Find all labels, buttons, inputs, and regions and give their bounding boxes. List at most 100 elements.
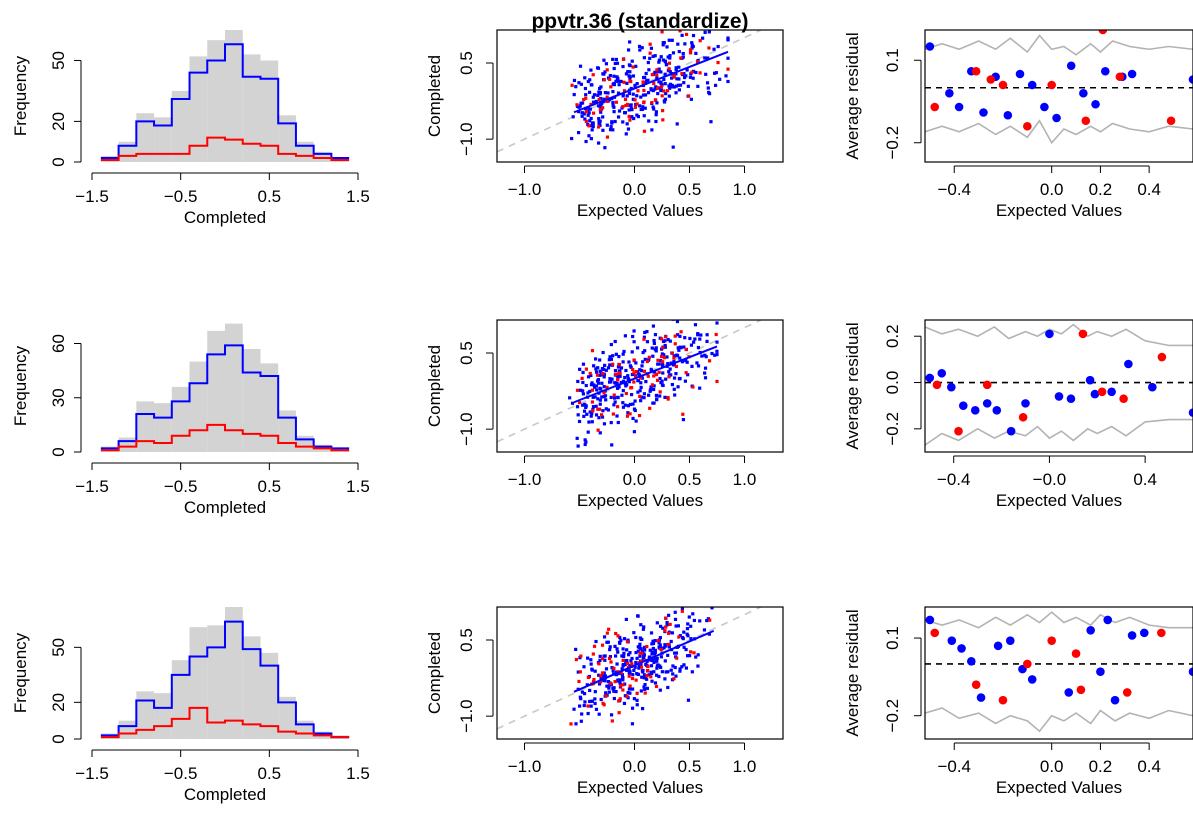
imputed-point: [658, 390, 662, 394]
imputed-point: [986, 75, 996, 84]
imputed-point: [624, 391, 628, 396]
observed-point: [610, 377, 614, 381]
observed-point: [636, 390, 640, 394]
panel-histogram-row1: −1.5 −0.5 0.5 1.5 0 20 50 Completed Frequency: [11, 30, 370, 227]
observed-point: [675, 77, 679, 81]
observed-point: [658, 688, 662, 692]
observed-point: [626, 411, 630, 415]
imputed-point: [600, 643, 605, 647]
observed-point: [642, 652, 646, 656]
observed-point: [705, 56, 710, 60]
observed-point: [612, 110, 616, 114]
observed-point: [580, 101, 585, 105]
upper-bound-line: [925, 611, 1193, 629]
observed-point: [660, 670, 664, 674]
observed-point: [666, 361, 670, 366]
observed-point: [641, 93, 646, 97]
imputed-point: [1119, 394, 1128, 404]
observed-point: [653, 70, 657, 74]
imputed-point: [609, 85, 613, 89]
observed-point: [689, 343, 694, 347]
observed-point: [627, 671, 632, 675]
imputed-point: [670, 351, 674, 355]
observed-point: [642, 645, 647, 649]
observed-point: [595, 66, 600, 70]
y-axis-label: Completed: [425, 55, 444, 137]
observed-point: [632, 697, 636, 701]
observed-point: [641, 314, 644, 317]
observed-point: [698, 337, 702, 341]
observed-point: [678, 669, 682, 673]
observed-point: [1110, 695, 1120, 705]
imputed-point: [634, 370, 638, 374]
observed-point: [690, 41, 694, 45]
observed-point: [947, 636, 957, 645]
imputed-point: [642, 129, 647, 133]
observed-point: [925, 615, 935, 625]
observed-point: [597, 141, 601, 145]
observed-point: [666, 670, 670, 674]
imputed-point: [586, 675, 590, 680]
observed-point: [653, 333, 658, 337]
observed-point: [621, 388, 625, 393]
observed-point: [670, 76, 674, 80]
lower-bound-line: [925, 707, 1193, 733]
observed-point: [598, 402, 602, 406]
observed-point: [669, 85, 673, 89]
x-tick-label: 0.2: [1089, 180, 1113, 199]
observed-point: [954, 102, 964, 112]
hist-bar: [118, 141, 137, 162]
observed-point: [578, 656, 582, 660]
imputed-step-line: [100, 136, 350, 161]
observed-point: [611, 57, 615, 61]
hist-bar: [242, 54, 261, 162]
observed-point: [644, 662, 648, 667]
imputed-point: [662, 89, 666, 93]
observed-point: [668, 56, 672, 60]
observed-point: [696, 364, 701, 368]
observed-point: [684, 74, 688, 78]
imputed-point: [667, 631, 671, 636]
imputed-point: [625, 640, 630, 644]
observed-point: [590, 83, 594, 87]
observed-point: [638, 368, 642, 372]
imputed-point: [591, 679, 596, 684]
imputed-point: [654, 684, 659, 689]
observed-point: [992, 406, 1002, 415]
imputed-point: [679, 56, 683, 60]
observed-point: [1005, 636, 1015, 645]
observed-point: [682, 630, 686, 634]
imputed-point: [666, 642, 670, 647]
imputed-point: [625, 661, 630, 666]
observed-point: [603, 146, 607, 150]
imputed-point: [617, 363, 622, 367]
observed-point: [666, 338, 670, 342]
observed-point: [604, 691, 608, 695]
observed-point: [616, 678, 620, 682]
observed-point: [659, 665, 663, 670]
x-tick-label: −0.4: [937, 470, 971, 489]
observed-point: [621, 664, 625, 668]
observed-point: [710, 607, 714, 610]
observed-point: [614, 57, 618, 62]
imputed-point: [1076, 685, 1086, 695]
observed-point: [628, 40, 632, 44]
imputed-point: [645, 674, 649, 678]
observed-point: [671, 664, 675, 668]
observed-point: [674, 372, 678, 376]
observed-point: [635, 656, 639, 660]
observed-point: [613, 654, 618, 658]
observed-point: [602, 422, 607, 426]
imputed-point: [648, 42, 652, 46]
observed-point: [624, 368, 628, 373]
observed-point: [655, 656, 659, 660]
observed-point: [637, 373, 642, 377]
observed-point: [1127, 69, 1137, 79]
imputed-point: [604, 694, 608, 698]
imputed-point: [655, 86, 660, 90]
observed-point: [584, 383, 588, 388]
observed-point: [607, 686, 611, 690]
observed-point: [597, 117, 601, 121]
x-axis-label: Completed: [184, 208, 266, 227]
observed-point: [587, 134, 591, 138]
